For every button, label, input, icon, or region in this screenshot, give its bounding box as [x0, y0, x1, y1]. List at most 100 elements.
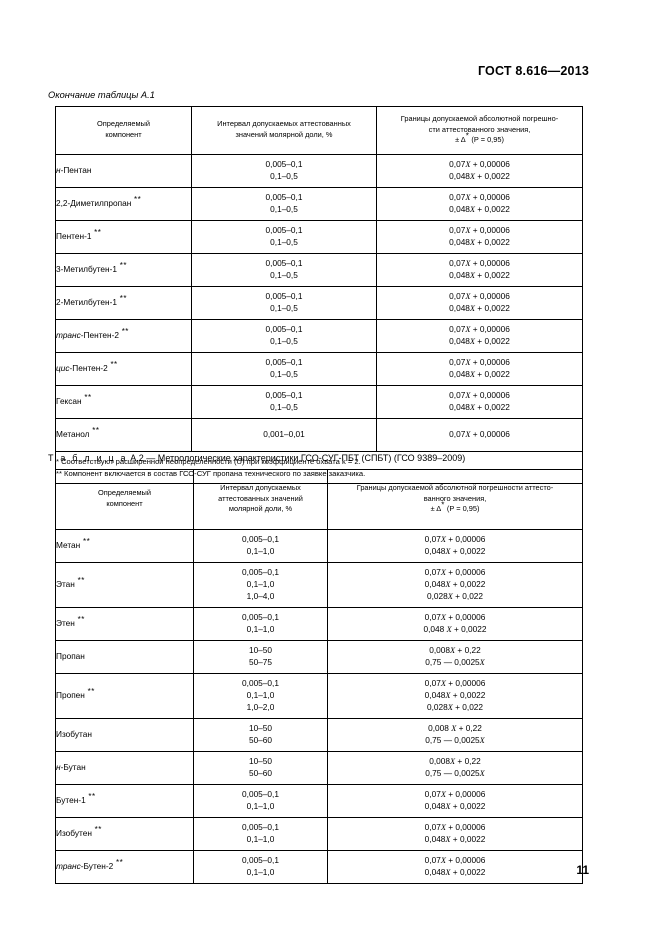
error-formula: 0,048X + 0,0022 [424, 690, 486, 701]
component-label: Пентен-1 [56, 231, 92, 242]
error-formula: 0,048X + 0,0022 [424, 867, 486, 877]
table-a2-body: Метан ** 0,005–0,1 0,1–1,0 0,07X + 0,00006 0… [55, 529, 583, 884]
error-formula: 0,07X + 0,00006 [449, 390, 510, 401]
variable-x: X [445, 835, 451, 844]
error-formula: 0,028X + 0,022 [426, 590, 484, 601]
error-formula: 0,75 — 0,0025X [425, 768, 485, 778]
header-line: ± Δ* (P = 0,95) [334, 501, 576, 515]
delta-symbol: ± Δ [430, 504, 442, 514]
variable-x: X [440, 679, 446, 689]
error-cell: 0,07X + 0,00006 0,048X + 0,0022 [376, 253, 583, 287]
variable-x: X [446, 625, 452, 634]
interval-value: 0,005–0,1 [265, 390, 303, 401]
variable-x: X [451, 724, 457, 734]
interval-cell: 0,005–0,1 0,1–0,5 [191, 385, 377, 419]
error-cell: 0,07X + 0,00006 0,048X + 0,0022 [376, 286, 583, 320]
error-formula: 0,07X + 0,00006 [449, 159, 510, 170]
component-label: Гексан [56, 396, 82, 407]
variable-x: X [445, 580, 451, 590]
error-formula: 0,048X + 0,0022 [449, 237, 510, 247]
error-cell: 0,07X + 0,00006 0,048X + 0,0022 [376, 154, 583, 188]
variable-x: X [479, 769, 485, 778]
table-row: Изобутен ** 0,005–0,1 0,1–1,0 0,07X + 0,000… [55, 817, 583, 851]
variable-x: X [465, 430, 471, 440]
error-formula: 0,048X + 0,0022 [449, 171, 510, 181]
component-label: Изобутен [56, 828, 92, 839]
component-name-cell: 3-Метилбутен-1 ** [55, 253, 192, 287]
error-formula: 0,048X + 0,0022 [424, 579, 486, 590]
table-row: Этен ** 0,005–0,1 0,1–1,0 0,07X + 0,00006 0,… [55, 607, 583, 641]
component-label: 3-Метилбутен-1 [56, 264, 117, 275]
table-row: Бутен-1 ** 0,005–0,1 0,1–1,0 0,07X + 0,0000… [55, 784, 583, 818]
error-formula: 0,07X + 0,00006 [449, 225, 510, 236]
interval-value: 50–75 [248, 657, 273, 667]
component-name-cell: Пропан [55, 640, 194, 674]
error-cell: 0,07X + 0,00006 0,048X + 0,0022 [327, 784, 583, 818]
component-prefix: цис [56, 363, 70, 374]
interval-value: 0,1–0,5 [270, 369, 298, 379]
error-formula: 0,048X + 0,0022 [424, 834, 486, 844]
variable-x: X [469, 172, 475, 181]
interval-value: 0,1–0,5 [270, 237, 298, 247]
variable-x: X [465, 358, 471, 368]
variable-x: X [469, 370, 475, 379]
component-label: 2,2-Диметилпропан [56, 198, 132, 209]
table-a1-col-error: Границы допускаемой абсолютной погрешно-… [376, 106, 583, 155]
interval-cell: 0,005–0,1 0,1–1,0 [193, 817, 328, 851]
component-name-cell: Гексан ** [55, 385, 192, 419]
header-line: молярной доли, % [228, 504, 293, 514]
error-formula: 0,008X + 0,22 [429, 756, 481, 767]
error-formula: 0,048 X + 0,0022 [423, 624, 487, 634]
interval-value: 1,0–4,0 [246, 590, 275, 601]
error-formula: 0,07X + 0,00006 [424, 822, 486, 833]
interval-value: 0,005–0,1 [265, 357, 303, 368]
table-a2-caption-text: А.2 — Метрологические характеристики ГСО… [130, 453, 466, 463]
component-prefix: н [56, 165, 61, 176]
header-line: сти аттестованного значения, [428, 124, 531, 134]
interval-cell: 0,005–0,1 0,1–1,0 [193, 529, 328, 563]
variable-x: X [450, 646, 456, 656]
interval-cell: 0,005–0,1 0,1–1,0 1,0–2,0 [193, 673, 328, 719]
variable-x: X [465, 391, 471, 401]
error-formula: 0,048X + 0,0022 [449, 336, 510, 346]
footnote-marker: ** [81, 393, 92, 403]
component-name-cell: Изобутан [55, 718, 194, 752]
confidence-level: (P = 0,95) [446, 504, 480, 514]
footnote-marker: ** [74, 576, 85, 586]
variable-x: X [465, 160, 471, 170]
table-row: Этан ** 0,005–0,1 0,1–1,0 1,0–4,0 0,07X + 0,… [55, 562, 583, 608]
table-a2: Определяемый компонент Интервал допускае… [55, 469, 583, 884]
component-label: Пропен [56, 690, 85, 701]
interval-value: 50–60 [248, 735, 273, 745]
header-line: компонент [106, 499, 143, 508]
error-cell: 0,07X + 0,00006 0,048X + 0,0022 [327, 817, 583, 851]
variable-x: X [440, 823, 446, 833]
header-line: Границы допускаемой абсолютной погрешнос… [356, 482, 554, 492]
variable-x: X [440, 568, 446, 578]
error-formula: 0,048X + 0,0022 [449, 270, 510, 280]
interval-value: 0,1–1,0 [246, 834, 275, 844]
error-cell: 0,07X + 0,00006 0,048X + 0,0022 [376, 319, 583, 353]
variable-x: X [447, 702, 453, 712]
footnote-marker: ** [118, 327, 129, 337]
interval-value: 0,005–0,1 [242, 612, 279, 623]
error-formula: 0,07X + 0,00006 [424, 678, 486, 689]
variable-x: X [450, 757, 456, 767]
error-formula: 0,07X + 0,00006 [449, 324, 510, 335]
component-name-cell: Пентен-1 ** [55, 220, 192, 254]
error-formula: 0,048X + 0,0022 [424, 546, 486, 556]
header-line: Интервал допускаемых аттестованных [217, 119, 351, 129]
footnote-marker: * [465, 131, 470, 141]
component-name-cell: цис-Пентен-2 ** [55, 352, 192, 386]
error-formula: 0,048X + 0,0022 [449, 303, 510, 313]
component-label: -Бутан [60, 762, 86, 773]
footnote-marker: ** [117, 294, 127, 304]
error-formula: 0,07X + 0,00006 [424, 567, 486, 578]
interval-value: 0,1–1,0 [246, 546, 275, 556]
variable-x: X [465, 325, 471, 335]
error-cell: 0,07X + 0,00006 0,048X + 0,0022 0,028X + 0… [327, 673, 583, 719]
table-row: 3-Метилбутен-1 ** 0,005–0,1 0,1–0,5 0,07X +… [55, 253, 583, 287]
interval-cell: 0,005–0,1 0,1–0,5 [191, 319, 377, 353]
variable-x: X [445, 691, 451, 701]
